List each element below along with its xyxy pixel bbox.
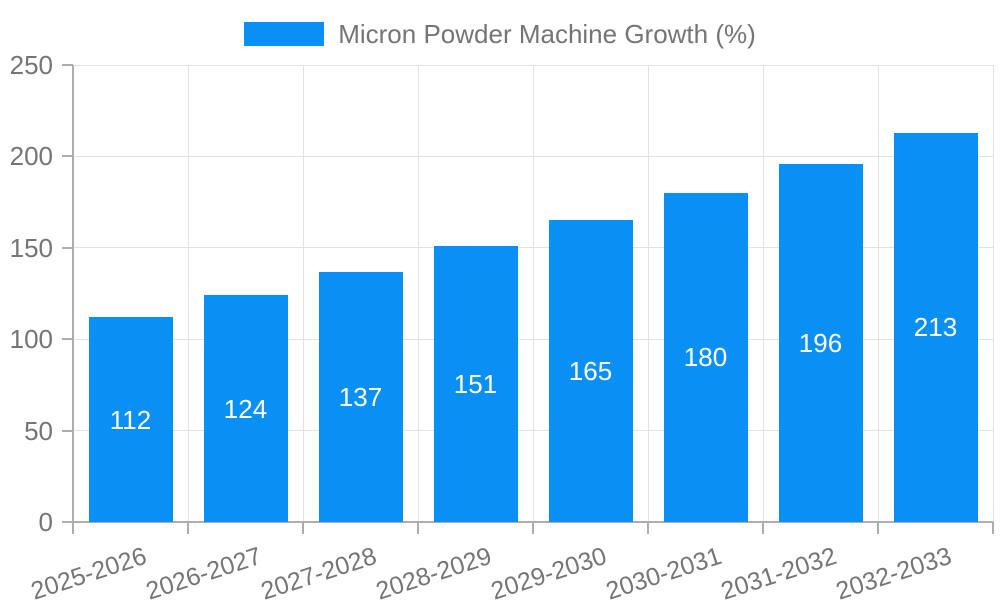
x-tick xyxy=(532,522,534,534)
bar[interactable] xyxy=(893,132,978,522)
x-tick xyxy=(992,522,994,534)
gridline-v xyxy=(877,65,879,522)
gridline-v xyxy=(302,65,304,522)
gridline-v xyxy=(992,65,994,522)
x-tick xyxy=(302,522,304,534)
y-axis-line xyxy=(72,65,74,534)
legend-label: Micron Powder Machine Growth (%) xyxy=(338,18,756,49)
gridline-v xyxy=(762,65,764,522)
bar-value-label: 165 xyxy=(568,356,613,387)
y-tick-label: 200 xyxy=(9,141,53,172)
x-tick xyxy=(762,522,764,534)
bar-value-label: 213 xyxy=(913,312,958,343)
gridline-v xyxy=(187,65,189,522)
bar[interactable] xyxy=(318,271,403,522)
bar[interactable] xyxy=(778,163,863,522)
bar-value-label: 137 xyxy=(338,381,383,412)
bar[interactable] xyxy=(663,192,748,522)
bar-value-label: 151 xyxy=(453,368,498,399)
bar[interactable] xyxy=(203,295,288,522)
y-tick-label: 250 xyxy=(9,50,53,80)
bar-value-label: 124 xyxy=(223,393,268,424)
x-tick xyxy=(877,522,879,534)
bar[interactable] xyxy=(548,220,633,522)
bar-value-label: 112 xyxy=(109,404,152,435)
bar[interactable] xyxy=(433,245,518,522)
bar-value-label: 196 xyxy=(798,327,843,358)
y-tick-label: 50 xyxy=(24,415,53,446)
y-tick xyxy=(62,64,73,66)
y-tick xyxy=(62,429,73,432)
y-tick xyxy=(62,246,73,249)
gridline-v xyxy=(532,65,534,522)
gridline-v xyxy=(647,65,649,522)
x-axis-line xyxy=(62,521,993,523)
x-tick xyxy=(647,522,649,534)
bar-value-label: 180 xyxy=(683,342,728,373)
y-tick-label: 150 xyxy=(9,232,53,263)
y-tick-label: 0 xyxy=(38,507,53,537)
x-tick xyxy=(187,522,189,534)
legend[interactable]: Micron Powder Machine Growth (%) xyxy=(0,17,1000,51)
x-tick xyxy=(417,522,419,534)
y-tick-label: 100 xyxy=(9,324,53,355)
plot-area: 0 50 100 150 200 250 112 2025-2026 124 2026-2027 1… xyxy=(10,50,994,600)
legend-swatch xyxy=(244,22,325,46)
y-tick xyxy=(62,338,73,341)
gridline-v xyxy=(417,65,419,522)
y-tick xyxy=(62,155,73,158)
bar[interactable] xyxy=(88,317,173,522)
